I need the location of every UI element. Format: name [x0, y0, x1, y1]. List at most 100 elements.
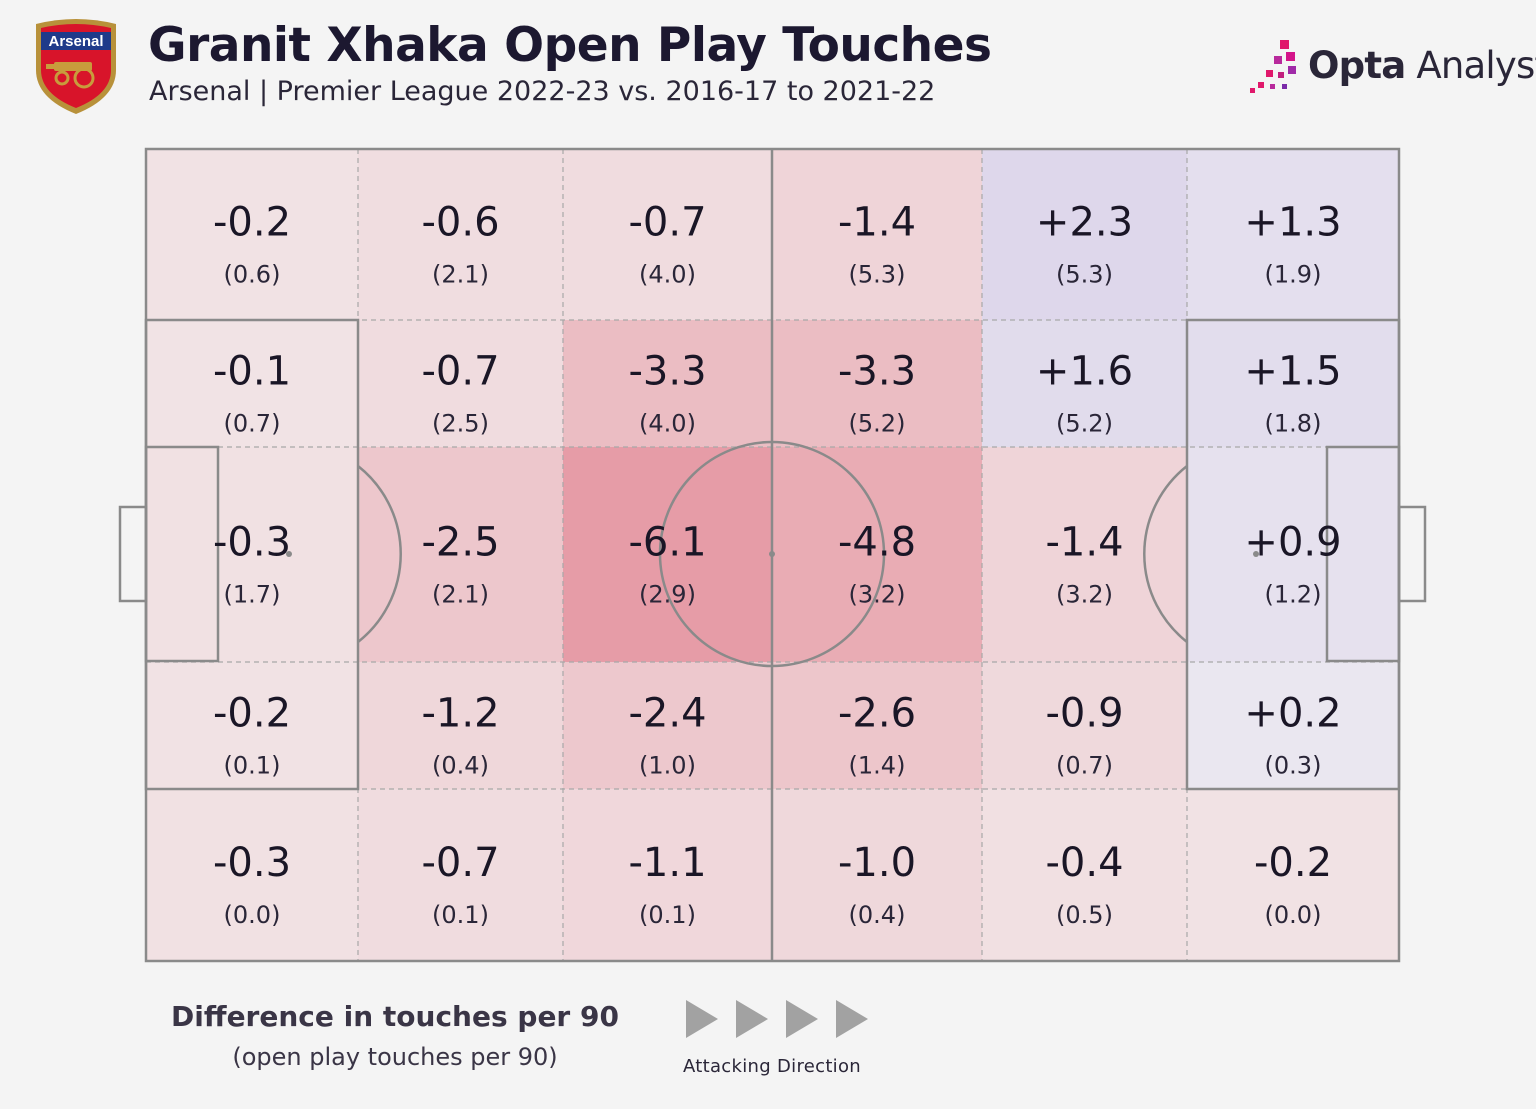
- svg-text:Arsenal: Arsenal: [48, 33, 103, 50]
- zone-value-label: (1.4): [849, 752, 906, 780]
- zone-diff-label: -0.7: [421, 840, 499, 886]
- zone-cells: [146, 149, 1399, 961]
- zone-value-label: (0.4): [432, 752, 489, 780]
- zone-diff-label: -1.2: [421, 691, 499, 737]
- attacking-direction-arrows: [686, 1000, 868, 1038]
- zone-diff-label: -3.3: [838, 349, 916, 395]
- play-arrow-icon: [686, 1000, 718, 1038]
- zone-diff-label: -3.3: [628, 349, 706, 395]
- zone-cell: [1187, 320, 1399, 447]
- zone-value-label: (0.1): [432, 901, 489, 929]
- zone-diff-label: -0.3: [213, 520, 291, 566]
- zone-cell: [982, 662, 1187, 789]
- zone-value-label: (0.7): [224, 410, 281, 438]
- zone-diff-label: -0.4: [1045, 840, 1123, 886]
- zone-cell: [772, 789, 982, 961]
- arsenal-crest-logo: Arsenal: [36, 19, 116, 114]
- zone-diff-label: -1.4: [1045, 520, 1123, 566]
- zone-value-label: (0.6): [224, 261, 281, 289]
- zone-value-label: (2.9): [639, 581, 696, 609]
- right-goal: [1397, 505, 1427, 603]
- zone-diff-label: +1.6: [1036, 349, 1133, 395]
- zone-value-label: (0.4): [849, 901, 906, 929]
- zone-diff-label: -0.7: [628, 200, 706, 246]
- zone-value-label: (5.2): [849, 410, 906, 438]
- zone-diff-label: -0.7: [421, 349, 499, 395]
- zone-value-label: (1.9): [1265, 261, 1322, 289]
- right-penalty-spot: [1253, 551, 1259, 557]
- centre-circle: [658, 440, 886, 668]
- opta-analyst-logo: Opta Analyst: [1246, 38, 1536, 96]
- zone-value-label: (1.2): [1265, 581, 1322, 609]
- zone-value-label: (1.8): [1265, 410, 1322, 438]
- zone-diff-label: -0.2: [213, 691, 291, 737]
- legend-main: Difference in touches per 90: [171, 1000, 619, 1033]
- zone-value-label: (5.3): [1056, 261, 1113, 289]
- zone-diff-label: -1.0: [838, 840, 916, 886]
- legend-sub: (open play touches per 90): [232, 1043, 558, 1071]
- zone-cell: [563, 789, 772, 961]
- zone-cell: [358, 149, 563, 320]
- zone-value-label: (5.3): [849, 261, 906, 289]
- zone-cell: [563, 320, 772, 447]
- left-penalty-arc: [357, 465, 402, 643]
- zone-value-label: (0.1): [224, 752, 281, 780]
- zone-cell: [146, 662, 358, 789]
- zone-diff-label: +0.2: [1244, 691, 1341, 737]
- zone-diff-label: -0.6: [421, 200, 499, 246]
- play-arrow-icon: [786, 1000, 818, 1038]
- left-goal: [118, 505, 148, 603]
- play-arrow-icon: [736, 1000, 768, 1038]
- zone-cell: [1187, 447, 1399, 662]
- zone-value-label: (3.2): [1056, 581, 1113, 609]
- zone-cell: [982, 149, 1187, 320]
- zone-cell: [982, 320, 1187, 447]
- zone-cell: [146, 789, 358, 961]
- left-penalty-spot: [286, 551, 292, 557]
- zone-diff-label: +1.5: [1244, 349, 1341, 395]
- zone-value-label: (3.2): [849, 581, 906, 609]
- zone-value-label: (2.5): [432, 410, 489, 438]
- chart-subtitle: Arsenal | Premier League 2022-23 vs. 201…: [149, 76, 936, 107]
- zone-value-label: (1.7): [224, 581, 281, 609]
- chart-title: Granit Xhaka Open Play Touches: [148, 18, 992, 73]
- zone-value-label: (0.7): [1056, 752, 1113, 780]
- zone-diff-label: -0.2: [213, 200, 291, 246]
- zone-value-label: (4.0): [639, 261, 696, 289]
- zone-value-label: (2.1): [432, 581, 489, 609]
- zone-diff-label: -6.1: [628, 520, 706, 566]
- zone-value-label: (0.1): [639, 901, 696, 929]
- zone-cell: [772, 320, 982, 447]
- zone-cell: [563, 149, 772, 320]
- zone-diff-label: -0.1: [213, 349, 291, 395]
- zone-diff-label: -0.9: [1045, 691, 1123, 737]
- pitch-markings: [118, 147, 1427, 963]
- opta-mark-icon: [1250, 40, 1296, 93]
- brand-opta-text: Opta: [1308, 44, 1406, 87]
- zone-cell: [358, 320, 563, 447]
- zone-diff-label: +2.3: [1036, 200, 1133, 246]
- zone-cell: [563, 662, 772, 789]
- right-penalty-arc: [1143, 465, 1188, 643]
- zone-diff-label: -0.2: [1254, 840, 1332, 886]
- zone-diff-label: -2.5: [421, 520, 499, 566]
- zone-cell: [772, 447, 982, 662]
- attacking-direction-label: Attacking Direction: [682, 1056, 862, 1077]
- zone-diff-label: -1.1: [628, 840, 706, 886]
- zone-value-label: (1.0): [639, 752, 696, 780]
- zone-diff-label: +0.9: [1244, 520, 1341, 566]
- zone-cell: [146, 320, 358, 447]
- zone-value-label: (5.2): [1056, 410, 1113, 438]
- zone-cell: [1187, 789, 1399, 961]
- zone-diff-label: -1.4: [838, 200, 916, 246]
- zone-diff-label: -2.4: [628, 691, 706, 737]
- zone-diff-label: -4.8: [838, 520, 916, 566]
- play-arrow-icon: [836, 1000, 868, 1038]
- zone-cell: [563, 447, 772, 662]
- zone-value-label: (2.1): [432, 261, 489, 289]
- zone-cell: [358, 662, 563, 789]
- zone-value-label: (0.0): [1265, 901, 1322, 929]
- zone-cell: [772, 149, 982, 320]
- zone-labels: -0.2 (0.6) -0.6 (2.1) -0.7 (4.0) -1.4 (5.3) +2.3…: [213, 200, 1342, 930]
